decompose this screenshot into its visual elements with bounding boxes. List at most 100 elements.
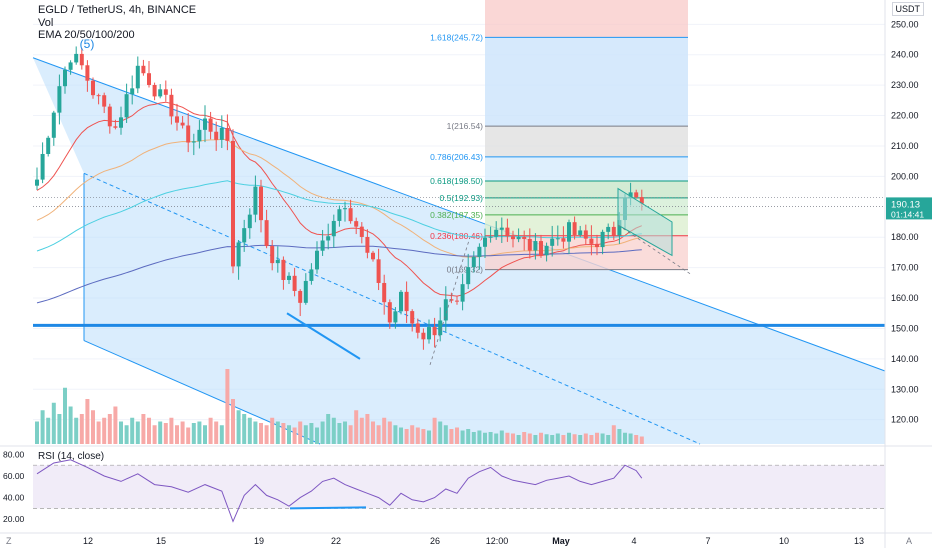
candle-body bbox=[438, 320, 443, 336]
volume-bar bbox=[583, 433, 588, 444]
candle-body bbox=[371, 252, 375, 260]
volume-bar bbox=[331, 417, 336, 444]
candle-body bbox=[236, 242, 241, 267]
candle-body bbox=[337, 209, 342, 221]
candle-body bbox=[79, 53, 84, 66]
candle-body bbox=[578, 230, 583, 235]
candle-body bbox=[203, 118, 207, 130]
fib-level-label: 0.382(187.35) bbox=[430, 210, 483, 220]
volume-bar bbox=[410, 425, 415, 444]
ema-indicator-label[interactable]: EMA 20/50/100/200 bbox=[38, 29, 135, 41]
candle-body bbox=[555, 238, 560, 240]
candle-body bbox=[567, 222, 571, 242]
volume-bar bbox=[404, 429, 409, 444]
candle-body bbox=[477, 246, 482, 258]
candle-body bbox=[527, 238, 532, 251]
symbol-title[interactable]: EGLD / TetherUS, 4h, BINANCE bbox=[38, 4, 197, 16]
time-tick-label: 22 bbox=[331, 536, 341, 546]
candle-body bbox=[68, 62, 73, 70]
candle-body bbox=[326, 236, 331, 241]
volume-bar bbox=[421, 429, 426, 444]
candle-body bbox=[421, 332, 426, 340]
volume-bar bbox=[191, 423, 196, 444]
candle-body bbox=[471, 257, 476, 268]
candle-body bbox=[516, 236, 521, 240]
volume-bar bbox=[124, 425, 129, 444]
auto-scale-button[interactable]: A bbox=[906, 536, 912, 546]
price-tick-label: 240.00 bbox=[891, 50, 919, 60]
candle-body bbox=[51, 112, 56, 138]
volume-bar bbox=[91, 410, 95, 444]
candle-body bbox=[85, 65, 90, 81]
volume-bar bbox=[572, 434, 577, 444]
candle-body bbox=[96, 95, 101, 97]
volume-bar bbox=[399, 427, 403, 444]
candle-body bbox=[175, 116, 179, 123]
volume-bar bbox=[343, 421, 347, 444]
candle-body bbox=[57, 86, 62, 113]
price-tick-label: 230.00 bbox=[891, 80, 919, 90]
price-axis-background bbox=[885, 0, 932, 548]
volume-bar bbox=[175, 425, 179, 444]
candle-body bbox=[387, 302, 392, 323]
candle-body bbox=[141, 65, 146, 74]
rsi-line bbox=[36, 459, 643, 523]
volume-bar bbox=[455, 427, 459, 444]
volume-bar bbox=[533, 435, 538, 444]
candle-body bbox=[443, 299, 448, 321]
candle-body bbox=[107, 106, 112, 127]
candle-body bbox=[186, 125, 191, 143]
fib-zone-0786 bbox=[485, 156, 688, 181]
volume-bar bbox=[443, 425, 448, 444]
volume-bar bbox=[488, 432, 493, 444]
candle-body bbox=[158, 89, 163, 97]
volume-bar bbox=[253, 421, 258, 444]
volume-bar bbox=[135, 421, 140, 444]
currency-badge[interactable]: USDT bbox=[891, 2, 924, 16]
volume-bar bbox=[51, 402, 56, 444]
volume-bar bbox=[606, 435, 611, 444]
candle-body bbox=[427, 327, 431, 340]
candle-body bbox=[583, 230, 588, 239]
candle-body bbox=[303, 280, 308, 303]
volume-bar bbox=[203, 425, 207, 444]
volume-bar bbox=[432, 417, 437, 444]
volume-bar bbox=[152, 425, 157, 444]
candle-body bbox=[225, 127, 230, 141]
candle-body bbox=[499, 227, 504, 230]
candle-body bbox=[595, 243, 599, 248]
rsi-tick-label: 60.00 bbox=[3, 471, 25, 481]
candle-body bbox=[169, 94, 174, 117]
volume-bar bbox=[494, 433, 499, 444]
volume-bar bbox=[214, 421, 219, 444]
candle-body bbox=[208, 118, 213, 132]
candle-body bbox=[113, 126, 118, 128]
volume-bar bbox=[382, 417, 387, 444]
volume-bar bbox=[281, 423, 286, 444]
volume-indicator-label[interactable]: Vol bbox=[38, 17, 54, 29]
time-tick-label: 7 bbox=[705, 536, 710, 546]
volume-bar bbox=[197, 421, 202, 444]
candle-body bbox=[343, 208, 347, 210]
candle-body bbox=[432, 327, 437, 336]
last-price-value: 190.13 bbox=[891, 199, 920, 210]
candle-body bbox=[152, 84, 157, 97]
channel-midline bbox=[83, 172, 701, 445]
candle-body bbox=[320, 240, 325, 251]
volume-bar bbox=[522, 432, 527, 444]
candle-body bbox=[550, 238, 555, 246]
volume-bar bbox=[180, 421, 185, 444]
zoom-reset-button[interactable]: Z bbox=[6, 536, 12, 546]
volume-bar bbox=[595, 432, 599, 444]
rsi-label: RSI (14, close) bbox=[38, 451, 104, 462]
candle-body bbox=[393, 311, 398, 323]
candle-body bbox=[253, 186, 258, 215]
volume-bar bbox=[326, 414, 331, 444]
candle-body bbox=[617, 220, 622, 236]
candle-body bbox=[628, 192, 633, 198]
candle-body bbox=[449, 299, 454, 301]
volume-bar bbox=[634, 435, 639, 444]
volume-bar bbox=[477, 430, 482, 444]
